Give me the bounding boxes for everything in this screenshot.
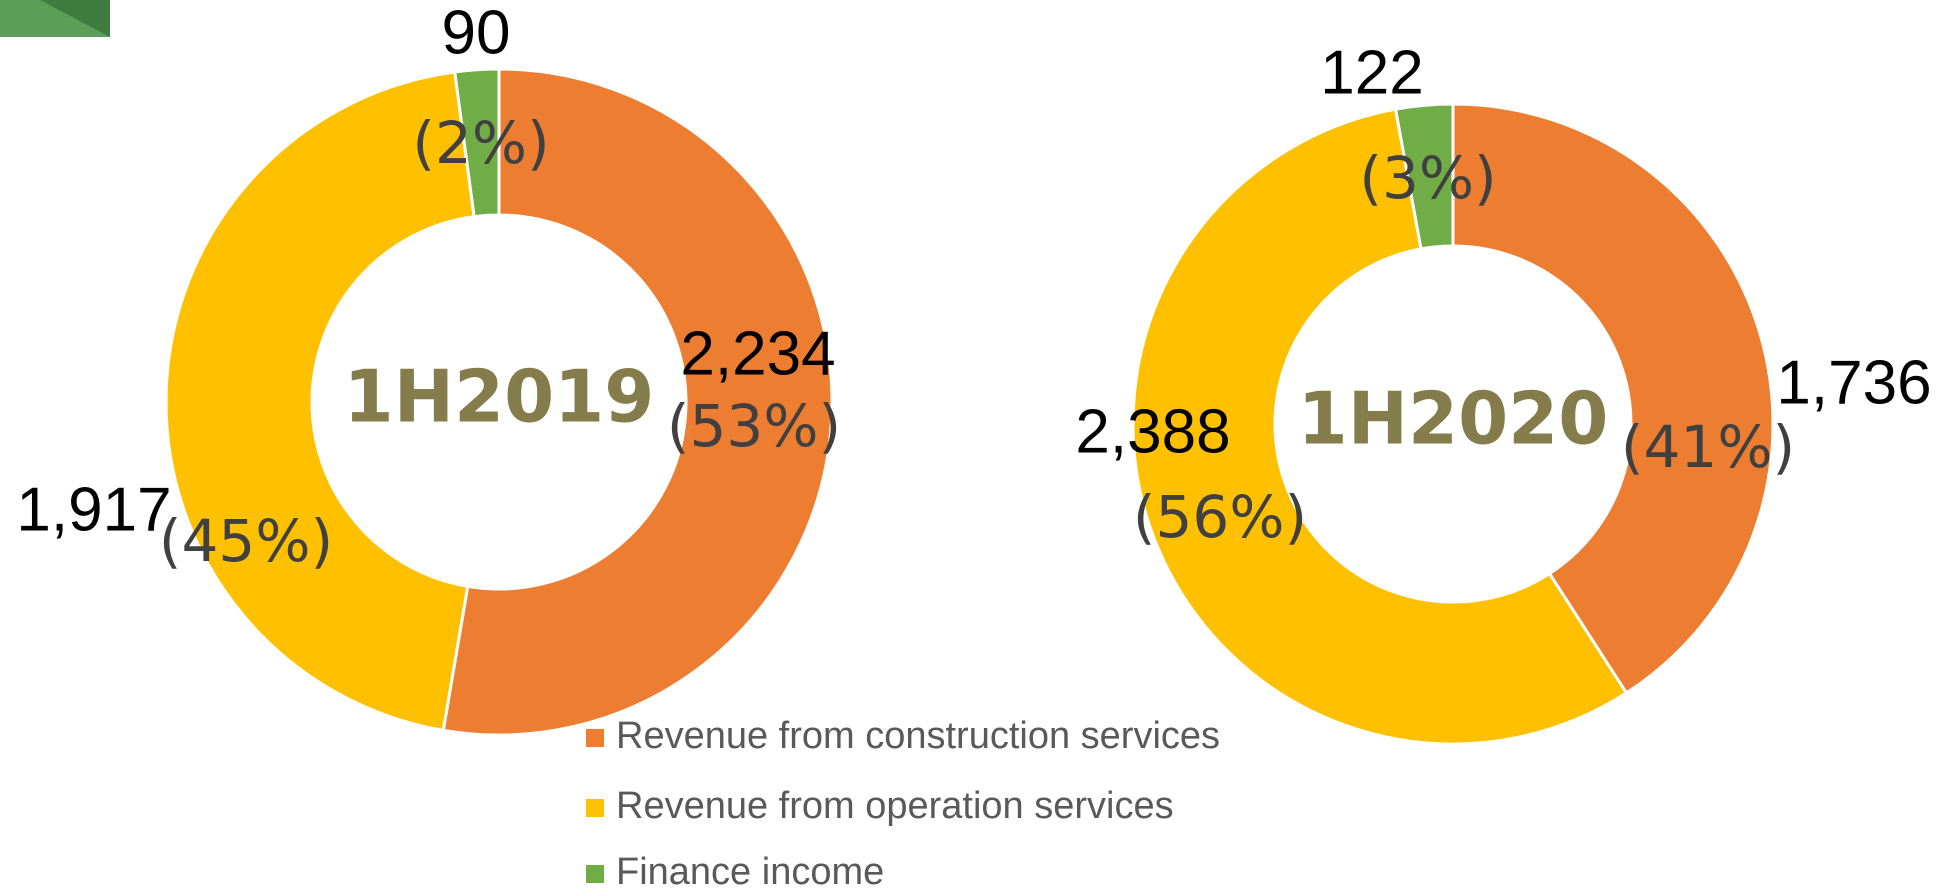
value-label: 1,917 — [16, 475, 171, 544]
value-label: 122 — [1320, 38, 1423, 107]
percent-label: (2%) — [412, 109, 549, 177]
percent-label: (41%) — [1621, 413, 1795, 481]
donut-slice — [453, 67, 501, 219]
legend-label: Revenue from construction services — [616, 715, 1220, 757]
corner-decoration — [40, 0, 110, 37]
chart-title: 1H2020 — [1298, 377, 1609, 461]
percent-label: (45%) — [159, 507, 333, 575]
chart-title: 1H2019 — [344, 355, 655, 439]
percent-label: (53%) — [667, 392, 841, 460]
legend-swatch — [586, 729, 604, 747]
value-label: 90 — [442, 0, 511, 67]
percent-label: (56%) — [1133, 483, 1307, 551]
value-label: 1,736 — [1776, 348, 1931, 417]
legend-swatch — [586, 799, 604, 817]
legend-label: Finance income — [616, 851, 884, 893]
donut-slice — [1451, 102, 1775, 696]
value-label: 2,234 — [680, 319, 835, 388]
value-label: 2,388 — [1075, 397, 1230, 466]
donut-slice — [164, 70, 476, 733]
percent-label: (3%) — [1359, 144, 1496, 212]
legend-swatch — [586, 865, 604, 883]
donut-slice — [1131, 107, 1629, 746]
donut-slice — [1393, 102, 1455, 251]
donut-slice — [441, 67, 834, 737]
legend-label: Revenue from operation services — [616, 785, 1174, 827]
